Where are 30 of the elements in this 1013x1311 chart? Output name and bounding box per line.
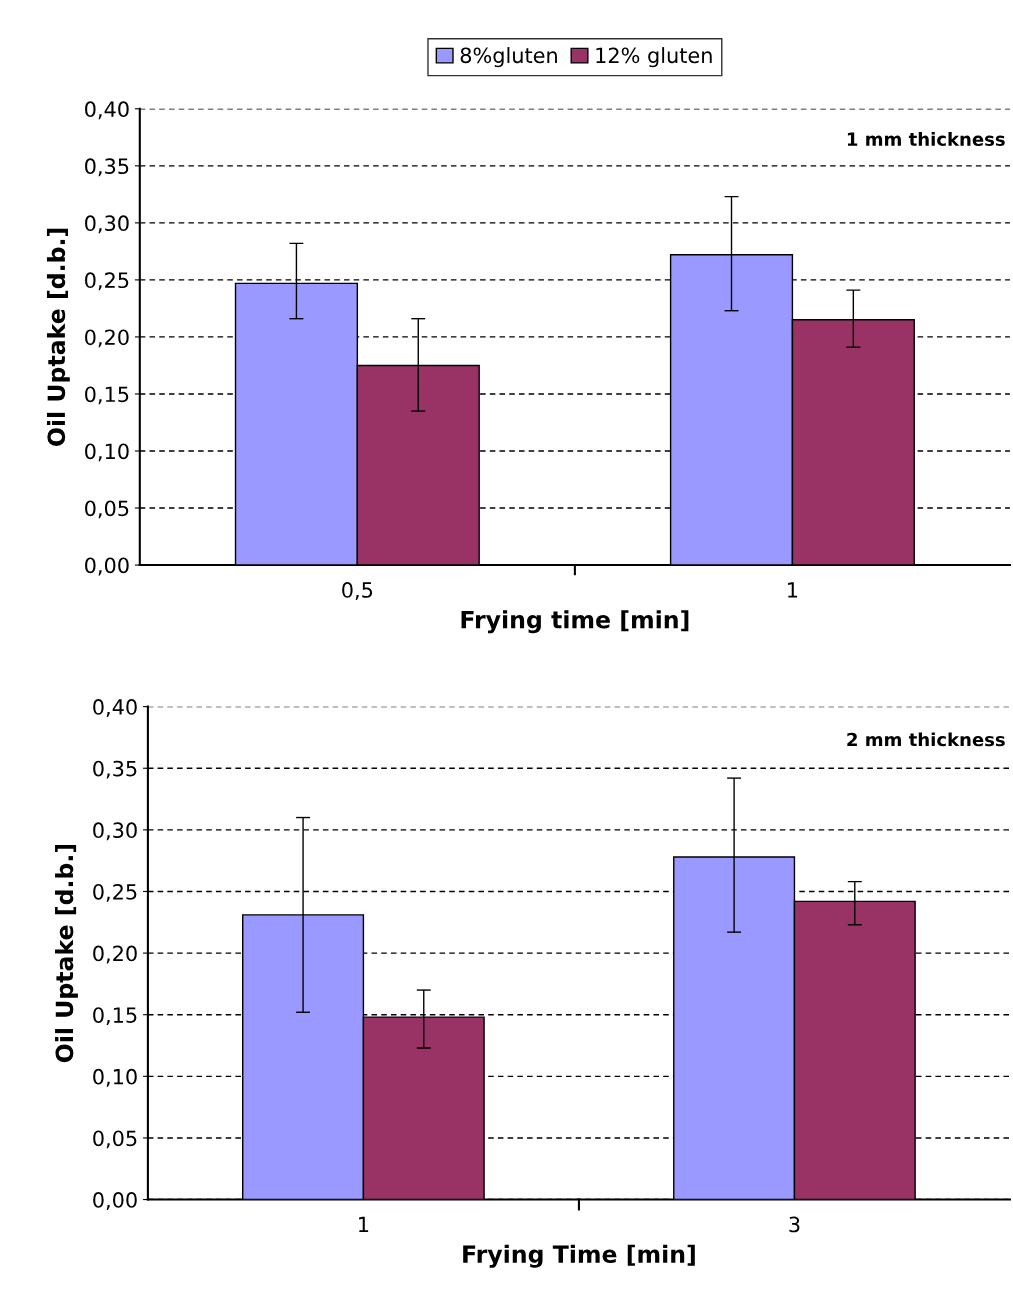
x-tick-label: 0,5 <box>342 582 373 600</box>
y-tick-label: 0,10 <box>85 443 129 462</box>
annotation: 2 mm thickness <box>847 732 1005 747</box>
y-tick-label: 0,30 <box>93 822 137 841</box>
y-tick-label: 0,00 <box>85 557 129 576</box>
y-tick-label: 0,25 <box>85 272 129 291</box>
x-tick-label: 1 <box>359 1216 369 1233</box>
y-axis-title: Oil Uptake [d.b.] <box>55 844 78 1063</box>
legend-label: 8%gluten <box>460 47 557 68</box>
y-tick-label: 0,10 <box>93 1068 137 1087</box>
x-tick-label: 1 <box>788 582 798 598</box>
y-tick-label: 0,35 <box>85 158 129 177</box>
y-tick-label: 0,20 <box>85 329 129 348</box>
y-tick-label: 0,05 <box>93 1130 137 1149</box>
y-tick-label: 0,05 <box>85 500 129 519</box>
x-axis-title: Frying Time [min] <box>463 1244 695 1268</box>
y-tick-label: 0,40 <box>85 101 129 120</box>
y-tick-label: 0,20 <box>93 945 137 964</box>
y-tick-label: 0,00 <box>93 1192 137 1210</box>
x-axis-title: Frying time [min] <box>461 610 689 634</box>
annotation: 1 mm thickness <box>847 132 1005 146</box>
y-tick-label: 0,25 <box>93 883 137 902</box>
y-tick-label: 0,15 <box>93 1007 137 1026</box>
y-axis-title: Oil Uptake [d.b.] <box>46 228 70 446</box>
y-tick-label: 0,35 <box>93 760 137 779</box>
x-tick-label: 3 <box>789 1216 800 1233</box>
y-tick-label: 0,30 <box>85 215 129 234</box>
y-tick-label: 0,15 <box>85 386 129 405</box>
y-tick-label: 0,40 <box>93 699 137 717</box>
legend-label: 12% gluten <box>596 47 712 68</box>
